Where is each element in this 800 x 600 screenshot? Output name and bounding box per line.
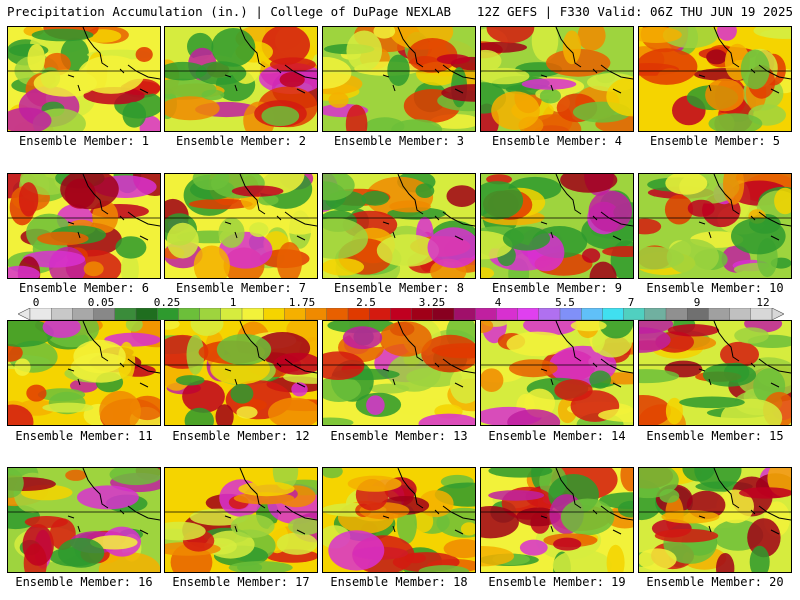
colorbar-swatch [51,308,73,320]
ensemble-member-map [164,26,318,132]
colorbar-swatch [241,308,264,320]
ensemble-member-map [7,173,161,279]
ensemble-member-map [638,173,792,279]
ensemble-member-label: Ensemble Member: 7 [175,281,307,295]
colorbar-swatch [29,308,52,320]
ensemble-member-label: Ensemble Member: 9 [491,281,623,295]
colorbar-swatch [390,308,413,320]
colorbar-tick-label: 12 [756,296,770,309]
ensemble-member-map [480,320,634,426]
ensemble-member-map [7,467,161,573]
ensemble-member-map [7,320,161,426]
colorbar-swatch [432,308,455,320]
colorbar-swatch [178,308,201,320]
colorbar-swatch [262,308,285,320]
colorbar-swatch [644,308,667,320]
colorbar-swatch [475,308,497,320]
colorbar-swatch [559,308,582,320]
colorbar-swatch [729,308,752,320]
ensemble-member-label: Ensemble Member: 5 [649,134,781,148]
ensemble-member-label: Ensemble Member: 4 [491,134,623,148]
colorbar-tick-label: 0.05 [87,296,115,309]
colorbar-swatch [708,308,731,320]
ensemble-member-label: Ensemble Member: 20 [646,575,784,589]
ensemble-member-label: Ensemble Member: 18 [330,575,468,589]
ensemble-member-map [322,26,476,132]
ensemble-member-label: Ensemble Member: 14 [488,429,626,443]
colorbar-tick-label: 3.25 [418,296,446,309]
colorbar-tick-label: 4 [494,296,502,309]
colorbar-swatch [156,308,179,320]
colorbar-swatch [538,308,561,320]
colorbar-tick-label: 0 [32,296,40,309]
colorbar-min-arrow [18,308,31,320]
colorbar-tick-label: 5.5 [555,296,575,309]
colorbar-tick-label: 0.25 [153,296,181,309]
ensemble-member-label: Ensemble Member: 11 [15,429,153,443]
colorbar-swatch [369,308,391,320]
colorbar-swatch [602,308,625,320]
colorbar-tick-label: 7 [627,296,635,309]
colorbar-swatch [623,308,646,320]
ensemble-member-label: Ensemble Member: 19 [488,575,626,589]
colorbar-swatch [199,308,222,320]
ensemble-member-map [638,26,792,132]
colorbar-swatch [72,308,95,320]
colorbar-swatch [750,308,773,320]
colorbar-swatch [326,308,349,320]
colorbar-swatch [135,308,158,320]
ensemble-member-label: Ensemble Member: 17 [172,575,310,589]
ensemble-member-label: Ensemble Member: 13 [330,429,468,443]
colorbar-swatch [687,308,709,320]
ensemble-member-label: Ensemble Member: 8 [333,281,465,295]
colorbar-swatch [581,308,603,320]
colorbar-tick-label: 1.75 [288,296,316,309]
model-valid-time: 12Z GEFS | F330 Valid: 06Z THU JUN 19 20… [476,4,793,19]
ensemble-member-map [322,467,476,573]
ensemble-member-label: Ensemble Member: 6 [18,281,150,295]
colorbar-swatch [220,308,243,320]
colorbar-max-arrow [771,308,784,320]
colorbar-tick-label: 9 [693,296,701,309]
colorbar-swatch [453,308,476,320]
ensemble-member-map [638,467,792,573]
ensemble-member-label: Ensemble Member: 1 [18,134,150,148]
ensemble-member-map [164,173,318,279]
colorbar-tick-label: 1 [229,296,237,309]
ensemble-member-label: Ensemble Member: 3 [333,134,465,148]
colorbar-swatch [347,308,370,320]
ensemble-member-label: Ensemble Member: 16 [15,575,153,589]
colorbar-swatch [411,308,434,320]
colorbar-swatch [496,308,519,320]
ensemble-member-map [480,467,634,573]
ensemble-member-map [7,26,161,132]
ensemble-member-label: Ensemble Member: 2 [175,134,307,148]
ensemble-member-map [164,467,318,573]
ensemble-member-map [480,173,634,279]
ensemble-member-map [638,320,792,426]
chart-title: Precipitation Accumulation (in.) | Colle… [7,4,452,19]
colorbar-swatch [665,308,688,320]
ensemble-member-map [322,173,476,279]
ensemble-member-map [322,320,476,426]
colorbar-swatch [305,308,328,320]
colorbar-swatch [284,308,307,320]
colorbar-swatch [517,308,540,320]
ensemble-member-label: Ensemble Member: 10 [646,281,784,295]
colorbar-swatch [114,308,137,320]
colorbar-tick-label: 2.5 [356,296,376,309]
ensemble-member-label: Ensemble Member: 12 [172,429,310,443]
ensemble-member-map [480,26,634,132]
ensemble-member-label: Ensemble Member: 15 [646,429,784,443]
ensemble-member-map [164,320,318,426]
precipitation-colorbar [18,308,784,320]
colorbar-swatch [93,308,116,320]
